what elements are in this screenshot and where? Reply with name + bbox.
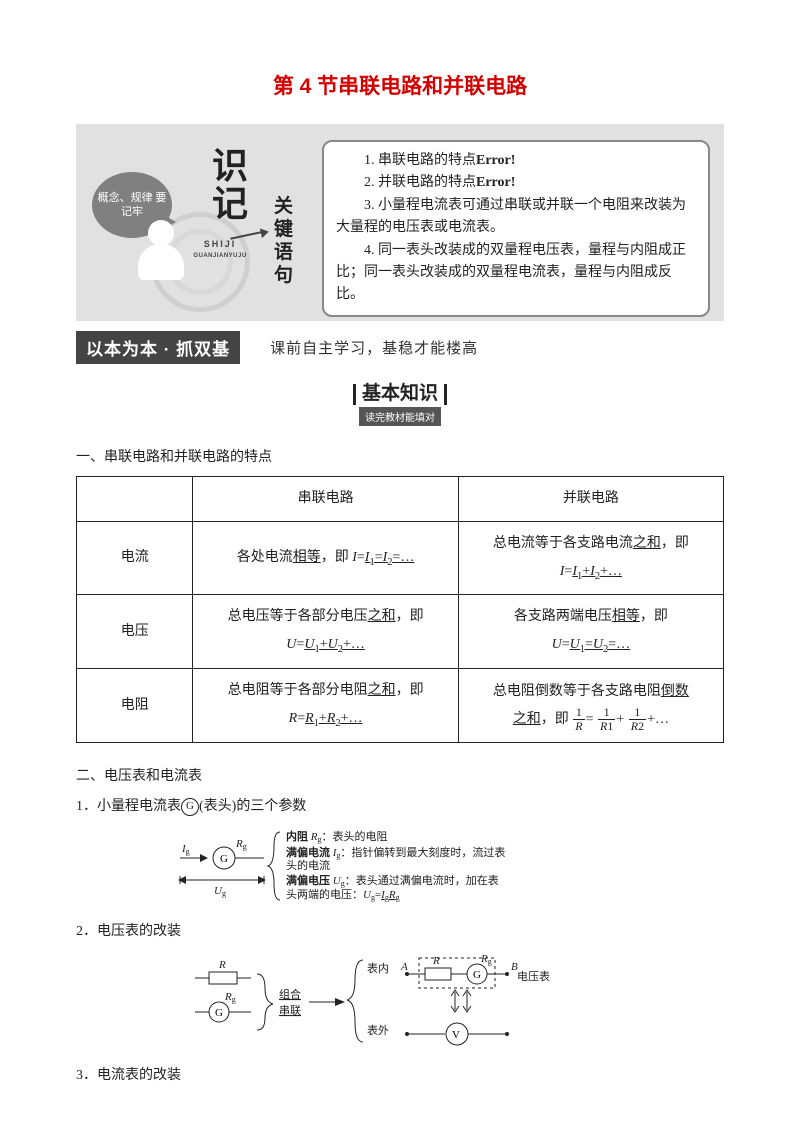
cell: 总电阻倒数等于各支路电阻倒数之和，即 1R= 1R1+ 1R2+… <box>458 669 723 743</box>
svg-text:表内: 表内 <box>367 961 389 975</box>
cell: 总电压等于各部分电压之和，即U=U1+U2+… <box>193 595 458 669</box>
side-vert-label: 关键语句 <box>274 196 296 287</box>
cell: 各处电流相等，即 I=I1=I2=… <box>193 521 458 595</box>
svg-text:Rg: Rg <box>224 991 236 1004</box>
svg-text:R: R <box>432 955 440 967</box>
svg-text:内阻 Rg：表头的电阻: 内阻 Rg：表头的电阻 <box>286 829 387 844</box>
cell: 总电流等于各支路电流之和，即I=I1+I2+… <box>458 521 723 595</box>
row-resistance: 电阻 <box>77 669 193 743</box>
col-series: 串联电路 <box>193 476 458 521</box>
svg-text:头的电流: 头的电流 <box>286 858 330 872</box>
g-icon: G <box>181 798 199 816</box>
intro-banner: 概念、规律 要记牢 识记 SHIJI GUANJIANYUJU 关键语句 1. … <box>76 124 724 321</box>
voltmeter-diagram: R G Rg 组合 串联 表内 表外 <box>185 950 615 1050</box>
svg-text:表外: 表外 <box>367 1023 389 1037</box>
p2: 2．电压表的改装 <box>76 920 724 940</box>
svg-text:A: A <box>400 961 408 973</box>
bar-sub-label: 课前自主学习，基稳才能楼高 <box>270 337 478 358</box>
svg-text:串联: 串联 <box>279 1004 301 1017</box>
svg-text:满偏电流 Ig：指针偏转到最大刻度时，流过表: 满偏电流 Ig：指针偏转到最大刻度时，流过表 <box>286 845 505 860</box>
svg-text:电压表: 电压表 <box>517 969 550 983</box>
svg-text:Rg: Rg <box>235 838 247 851</box>
shizi-label: 识记 SHIJI GUANJIANYUJU <box>210 148 250 224</box>
col-parallel: 并联电路 <box>458 476 723 521</box>
key-points-box: 1. 串联电路的特点Error! 2. 并联电路的特点Error! 3. 小量程… <box>322 140 710 317</box>
svg-text:组合: 组合 <box>279 987 301 1001</box>
bar-dark-label: 以本为本 · 抓双基 <box>76 331 240 364</box>
section-2-heading: 二、电压表和电流表 <box>76 765 724 785</box>
p1: 1．小量程电流表G(表头)的三个参数 <box>76 795 724 816</box>
section-1-heading: 一、串联电路和并联电路的特点 <box>76 446 724 466</box>
section-bar: 以本为本 · 抓双基 课前自主学习，基稳才能楼高 <box>76 331 724 364</box>
svg-text:头两端的电压：Ug=IgRg: 头两端的电压：Ug=IgRg <box>286 887 400 902</box>
page-title: 第 4 节串联电路和并联电路 <box>76 70 724 100</box>
svg-text:Rg: Rg <box>480 953 492 966</box>
svg-text:G: G <box>215 1007 223 1019</box>
svg-text:满偏电压 Ug：表头通过满偏电流时，加在表: 满偏电压 Ug：表头通过满偏电流时，加在表 <box>286 873 499 888</box>
svg-text:Ug: Ug <box>214 885 226 898</box>
svg-text:Ig: Ig <box>181 843 190 856</box>
comparison-table: 串联电路 并联电路 电流 各处电流相等，即 I=I1=I2=… 总电流等于各支路… <box>76 476 724 743</box>
svg-text:R: R <box>218 959 226 971</box>
svg-text:V: V <box>452 1029 460 1041</box>
svg-text:G: G <box>220 853 228 865</box>
knowledge-box-sub: 读完教材能填对 <box>359 407 441 426</box>
cell: 总电阻等于各部分电阻之和，即R=R1+R2+… <box>193 669 458 743</box>
row-current: 电流 <box>77 521 193 595</box>
row-voltage: 电压 <box>77 595 193 669</box>
gauge-diagram: Ig G Rg Ug 内阻 Rg：表头的电阻 满偏电流 Ig：指针偏转到最大刻度… <box>170 826 630 906</box>
knowledge-box-title: 基本知识 <box>353 384 447 405</box>
svg-text:G: G <box>473 969 481 981</box>
cell: 各支路两端电压相等，即U=U1=U2=… <box>458 595 723 669</box>
p3: 3．电流表的改装 <box>76 1064 724 1084</box>
